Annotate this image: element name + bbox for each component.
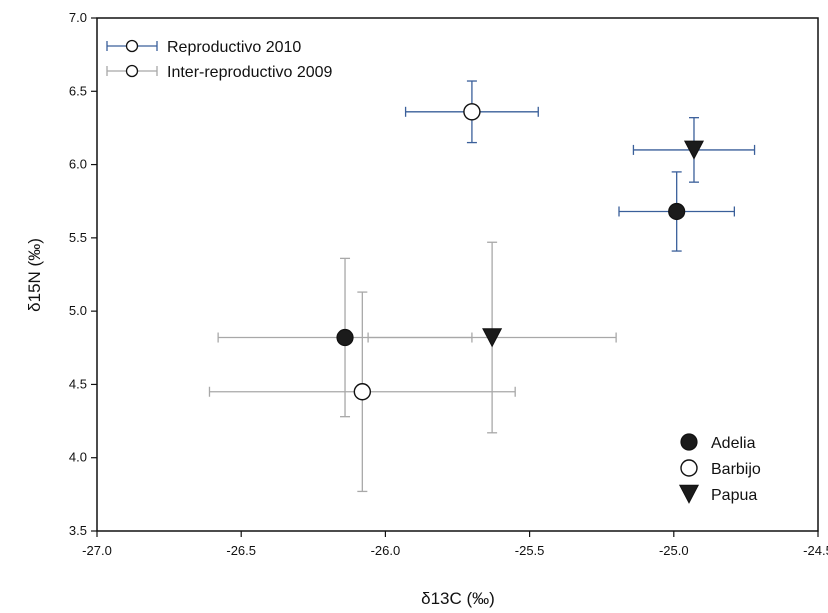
x-tick-label: -24.5 — [803, 543, 828, 558]
x-tick-label: -25.5 — [515, 543, 545, 558]
plot-frame — [96, 17, 819, 532]
x-axis-label: δ13C (‰) — [421, 589, 495, 608]
legend-label: Inter-reproductivo 2009 — [167, 64, 333, 81]
y-tick-label: 6.0 — [69, 157, 87, 172]
legend-label: Barbijo — [711, 461, 761, 478]
data-point-barbijo — [353, 383, 372, 401]
legend-label: Adelia — [711, 435, 756, 452]
data-point-adelia — [336, 328, 354, 347]
species-legend: Adelia Barbijo Papua — [678, 433, 761, 504]
legend-open-circle — [125, 64, 139, 78]
y-axis-label: δ15N (‰) — [25, 238, 44, 312]
y-tick-label: 4.0 — [69, 450, 87, 465]
data-point-papua — [482, 328, 503, 348]
legend-open-circle — [125, 39, 139, 53]
data-markers — [336, 103, 705, 401]
error-bar-legend: Reproductivo 2010 Inter-reproductivo 2009 — [106, 39, 333, 81]
x-tick-label: -25.0 — [659, 543, 689, 558]
data-point-papua — [683, 140, 705, 160]
y-tick-label: 4.5 — [69, 376, 87, 391]
y-tick-label: 5.5 — [69, 230, 87, 245]
legend-label: Papua — [711, 487, 757, 504]
legend-marker-papua — [678, 484, 700, 504]
y-tick-label: 6.5 — [69, 83, 87, 98]
x-tick-label: -26.5 — [226, 543, 256, 558]
y-tick-label: 7.0 — [69, 10, 87, 25]
x-tick-label: -26.0 — [371, 543, 401, 558]
y-axis: 3.5 4.0 4.5 5.0 5.5 6.0 6.5 7.0 — [69, 10, 97, 538]
legend-label: Reproductivo 2010 — [167, 39, 301, 56]
x-axis: -27.0 -26.5 -26.0 -25.5 -25.0 -24.5 — [82, 531, 828, 558]
y-tick-label: 5.0 — [69, 303, 87, 318]
y-tick-label: 3.5 — [69, 523, 87, 538]
data-point-adelia — [668, 202, 686, 221]
legend-marker-barbijo — [680, 459, 698, 477]
data-point-barbijo — [463, 103, 481, 121]
legend-marker-adelia — [680, 433, 698, 451]
x-tick-label: -27.0 — [82, 543, 112, 558]
error-bars — [208, 80, 756, 493]
